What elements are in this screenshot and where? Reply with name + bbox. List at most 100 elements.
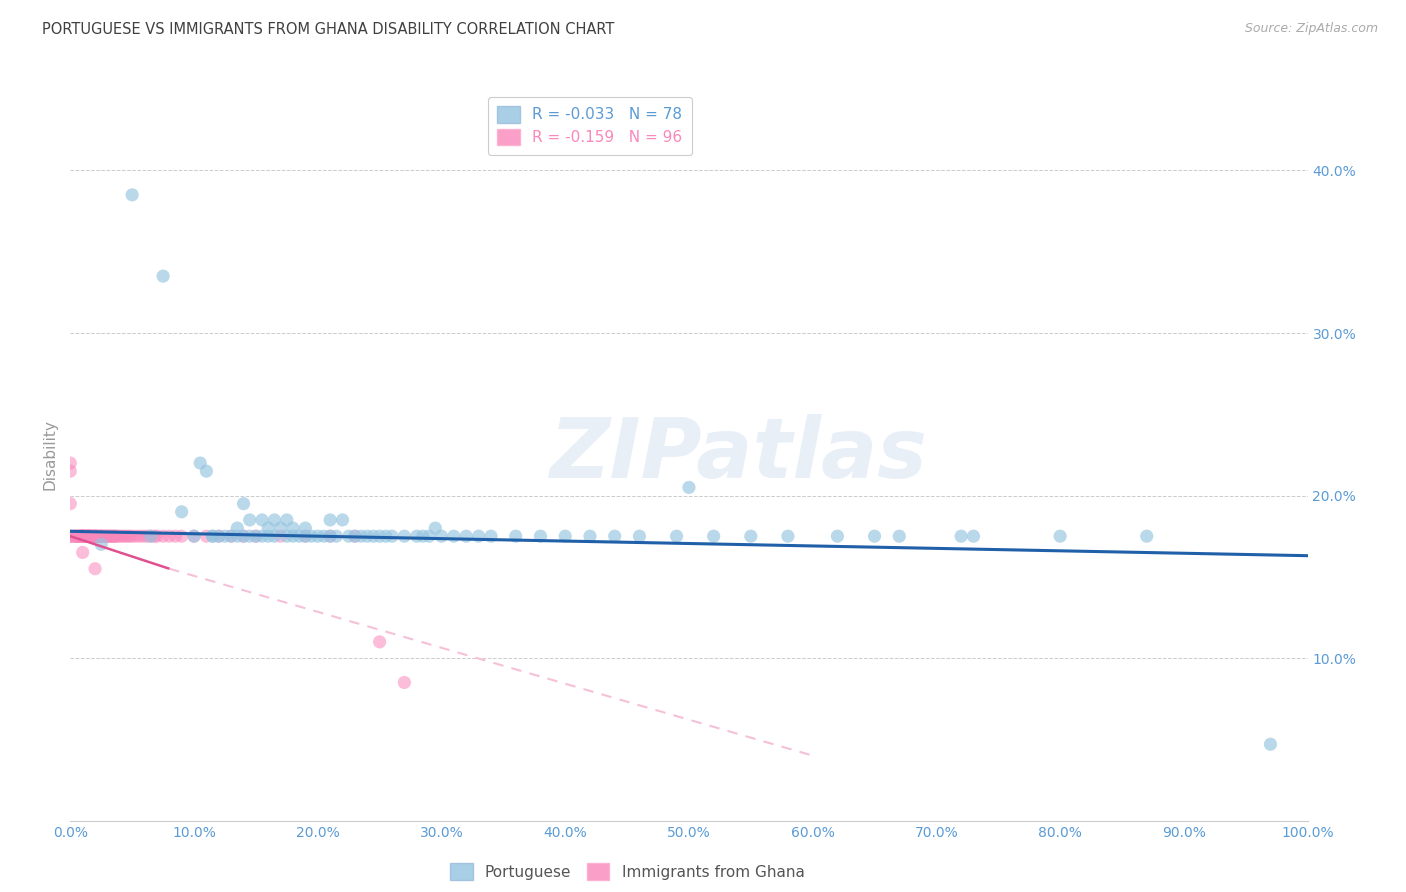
Point — [270, 521, 292, 535]
Point — [59, 456, 82, 470]
Point — [201, 529, 224, 543]
Point — [195, 529, 218, 543]
Point — [65, 529, 87, 543]
Point — [319, 529, 342, 543]
Point — [125, 529, 148, 543]
Point — [201, 529, 224, 543]
Point — [226, 521, 249, 535]
Point — [430, 529, 453, 543]
Point — [239, 529, 262, 543]
Point — [86, 529, 108, 543]
Point — [75, 529, 97, 543]
Point — [232, 529, 254, 543]
Point — [363, 529, 385, 543]
Point — [381, 529, 404, 543]
Point — [143, 529, 166, 543]
Point — [183, 529, 205, 543]
Point — [294, 529, 316, 543]
Point — [232, 497, 254, 511]
Point — [356, 529, 378, 543]
Point — [115, 529, 138, 543]
Point — [332, 513, 354, 527]
Point — [776, 529, 799, 543]
Y-axis label: Disability: Disability — [42, 419, 58, 491]
Point — [84, 529, 107, 543]
Point — [84, 529, 107, 543]
Point — [72, 545, 94, 559]
Point — [740, 529, 762, 543]
Point — [394, 675, 416, 690]
Point — [75, 529, 97, 543]
Point — [183, 529, 205, 543]
Point — [208, 529, 231, 543]
Point — [950, 529, 973, 543]
Point — [76, 529, 98, 543]
Point — [270, 529, 292, 543]
Point — [214, 529, 236, 543]
Point — [72, 529, 94, 543]
Point — [121, 529, 143, 543]
Point — [72, 529, 94, 543]
Point — [118, 529, 141, 543]
Point — [114, 529, 136, 543]
Point — [75, 529, 97, 543]
Point — [70, 529, 93, 543]
Point — [108, 529, 131, 543]
Point — [263, 529, 285, 543]
Point — [82, 529, 104, 543]
Point — [62, 529, 84, 543]
Point — [312, 529, 335, 543]
Point — [250, 529, 273, 543]
Point — [84, 562, 107, 576]
Point — [80, 529, 103, 543]
Point — [337, 529, 360, 543]
Text: PORTUGUESE VS IMMIGRANTS FROM GHANA DISABILITY CORRELATION CHART: PORTUGUESE VS IMMIGRANTS FROM GHANA DISA… — [42, 22, 614, 37]
Point — [368, 635, 391, 649]
Point — [188, 456, 211, 470]
Point — [165, 529, 187, 543]
Point — [105, 529, 128, 543]
Point — [374, 529, 396, 543]
Point — [276, 529, 298, 543]
Point — [456, 529, 478, 543]
Point — [77, 529, 100, 543]
Point — [343, 529, 366, 543]
Point — [146, 529, 169, 543]
Point — [103, 529, 125, 543]
Point — [405, 529, 427, 543]
Point — [412, 529, 434, 543]
Point — [90, 537, 112, 551]
Point — [1260, 737, 1282, 751]
Point — [425, 521, 447, 535]
Point — [97, 529, 120, 543]
Point — [69, 529, 91, 543]
Point — [84, 529, 107, 543]
Point — [67, 529, 90, 543]
Point — [889, 529, 911, 543]
Point — [219, 529, 242, 543]
Point — [281, 521, 304, 535]
Point — [139, 529, 162, 543]
Point — [1136, 529, 1159, 543]
Point — [827, 529, 849, 543]
Point — [319, 513, 342, 527]
Point — [139, 529, 162, 543]
Point — [72, 529, 94, 543]
Point — [128, 529, 150, 543]
Point — [66, 529, 89, 543]
Point — [63, 529, 86, 543]
Point — [257, 529, 280, 543]
Point — [59, 497, 82, 511]
Point — [170, 505, 193, 519]
Point — [72, 529, 94, 543]
Point — [83, 529, 105, 543]
Point — [96, 529, 118, 543]
Point — [152, 529, 174, 543]
Point — [65, 529, 87, 543]
Point — [301, 529, 323, 543]
Point — [70, 529, 93, 543]
Point — [105, 529, 128, 543]
Point — [87, 529, 110, 543]
Text: Source: ZipAtlas.com: Source: ZipAtlas.com — [1244, 22, 1378, 36]
Point — [84, 529, 107, 543]
